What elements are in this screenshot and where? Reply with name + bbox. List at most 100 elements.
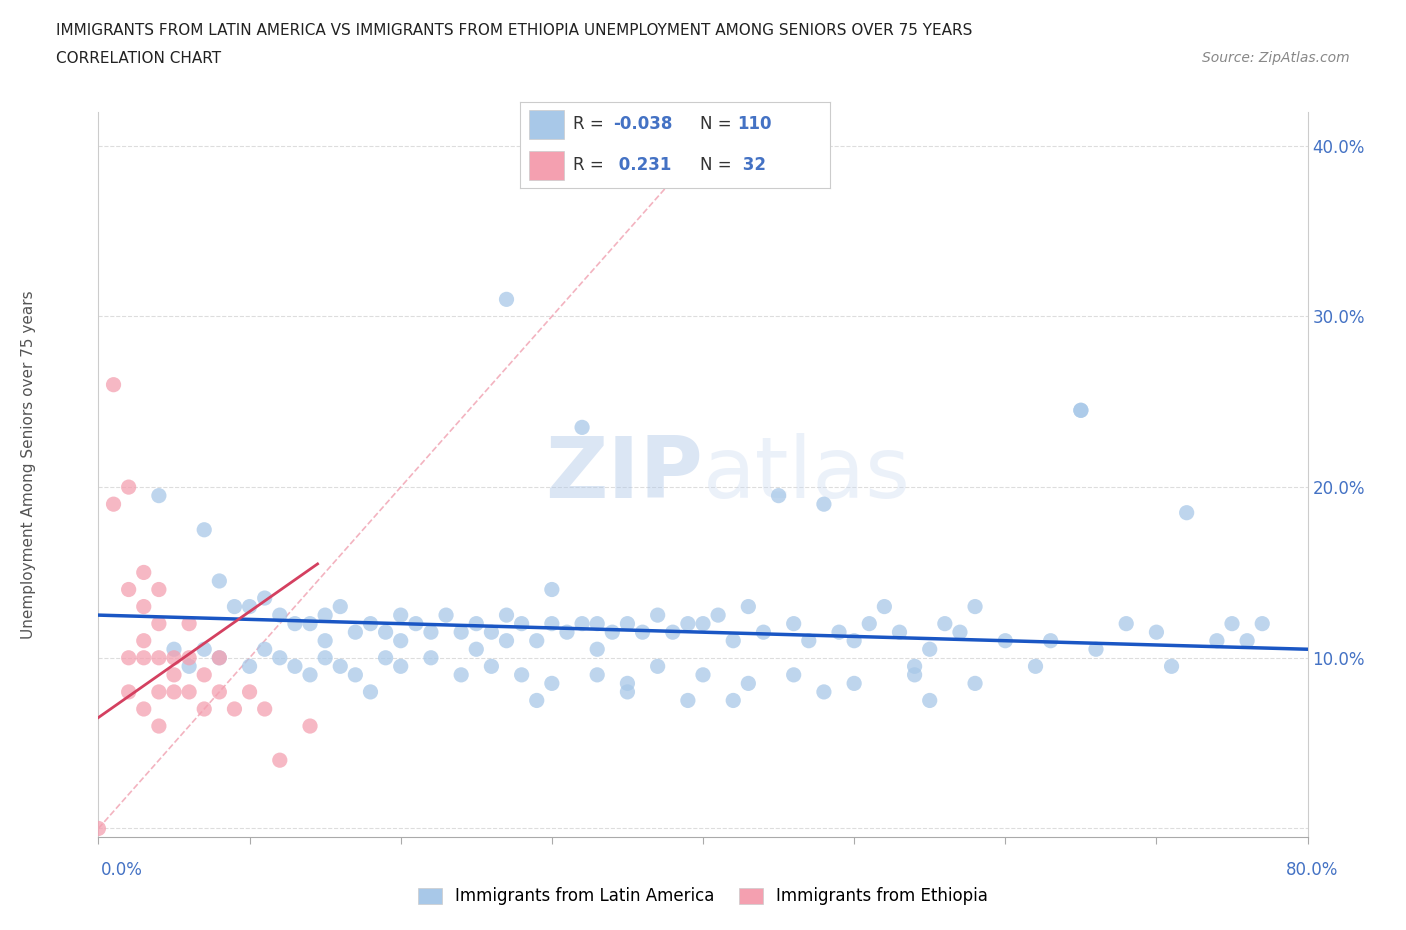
Point <box>965 599 987 614</box>
Point <box>314 607 336 622</box>
Point <box>193 668 215 683</box>
Text: CORRELATION CHART: CORRELATION CHART <box>56 51 221 66</box>
Point <box>118 684 141 699</box>
Point <box>118 480 141 495</box>
Point <box>1115 617 1137 631</box>
Point <box>586 617 609 631</box>
Point <box>510 617 533 631</box>
Point <box>253 642 276 657</box>
Text: R =: R = <box>572 115 609 133</box>
Point <box>163 642 186 657</box>
Text: N =: N = <box>700 115 737 133</box>
Point <box>374 625 396 640</box>
Point <box>253 701 276 716</box>
Point <box>676 617 699 631</box>
Point <box>389 633 412 648</box>
Point <box>692 617 714 631</box>
Point <box>177 650 201 665</box>
Text: 80.0%: 80.0% <box>1286 860 1339 879</box>
Point <box>118 650 141 665</box>
Point <box>177 684 201 699</box>
Point <box>904 658 927 673</box>
Point <box>571 617 593 631</box>
Point <box>132 633 155 648</box>
Point <box>103 378 125 392</box>
Point <box>631 625 654 640</box>
Point <box>193 642 215 657</box>
Point <box>1070 403 1092 418</box>
Point <box>329 658 352 673</box>
Text: Source: ZipAtlas.com: Source: ZipAtlas.com <box>1202 51 1350 65</box>
Point <box>1024 658 1046 673</box>
Point <box>571 420 593 435</box>
Point <box>284 617 307 631</box>
Point <box>889 625 911 640</box>
Point <box>602 625 624 640</box>
Point <box>177 658 201 673</box>
Point <box>1039 633 1062 648</box>
Point <box>844 633 866 648</box>
Point <box>526 693 548 708</box>
Point <box>344 668 367 683</box>
Point <box>224 701 246 716</box>
Point <box>1220 617 1243 631</box>
Point <box>299 719 322 734</box>
Point <box>87 821 110 836</box>
Point <box>540 582 562 597</box>
Point <box>692 668 714 683</box>
Point <box>737 599 759 614</box>
Point <box>616 617 638 631</box>
Point <box>994 633 1017 648</box>
Point <box>239 658 262 673</box>
Point <box>148 617 170 631</box>
Point <box>813 497 835 512</box>
Text: -0.038: -0.038 <box>613 115 672 133</box>
Point <box>269 650 291 665</box>
Point <box>873 599 896 614</box>
Text: 0.231: 0.231 <box>613 156 672 174</box>
Point <box>782 668 804 683</box>
Point <box>314 633 336 648</box>
Point <box>844 676 866 691</box>
Point <box>481 658 503 673</box>
Point <box>616 676 638 691</box>
Point <box>389 658 412 673</box>
Point <box>721 633 744 648</box>
Point <box>239 599 262 614</box>
Text: 110: 110 <box>737 115 772 133</box>
Point <box>540 676 562 691</box>
Point <box>148 719 170 734</box>
Point <box>344 625 367 640</box>
Point <box>934 617 956 631</box>
Point <box>495 292 517 307</box>
Point <box>329 599 352 614</box>
Point <box>495 607 517 622</box>
Point <box>495 633 517 648</box>
Point <box>132 599 155 614</box>
Point <box>148 488 170 503</box>
Point <box>163 650 186 665</box>
Point <box>586 668 609 683</box>
Point <box>132 650 155 665</box>
Text: N =: N = <box>700 156 737 174</box>
Point <box>1085 642 1108 657</box>
Point <box>526 633 548 648</box>
Point <box>239 684 262 699</box>
Point <box>661 625 683 640</box>
Point <box>616 684 638 699</box>
Point <box>148 582 170 597</box>
Point <box>299 668 322 683</box>
Point <box>647 607 669 622</box>
Point <box>193 701 215 716</box>
Point <box>858 617 880 631</box>
Point <box>768 488 790 503</box>
Point <box>314 650 336 665</box>
Point <box>434 607 457 622</box>
Point <box>737 676 759 691</box>
Point <box>208 650 231 665</box>
Point <box>1144 625 1167 640</box>
Point <box>118 582 141 597</box>
Point <box>676 693 699 708</box>
Point <box>163 684 186 699</box>
Point <box>389 607 412 622</box>
